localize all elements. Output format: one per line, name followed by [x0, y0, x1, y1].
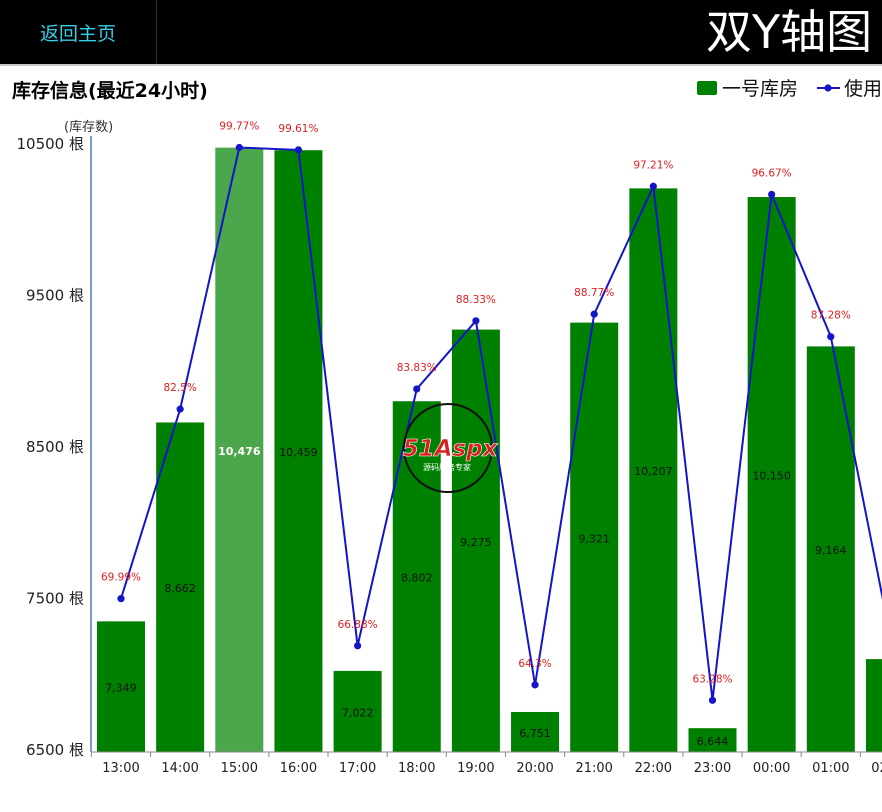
usage-point[interactable]	[294, 146, 303, 154]
legend[interactable]: 一号库房 使用	[697, 78, 882, 100]
back-home-button[interactable]: 返回主页	[0, 0, 157, 64]
top-bar: 返回主页 双Y轴图	[0, 0, 882, 64]
bar[interactable]	[511, 711, 560, 752]
y-tick-label: 6500 根	[26, 741, 84, 759]
bar-value-label: 10,476	[218, 445, 261, 458]
x-tick-label: 22:00	[635, 761, 672, 776]
usage-point[interactable]	[531, 681, 539, 689]
usage-value-label: 96.67%	[752, 167, 792, 179]
usage-point[interactable]	[235, 143, 243, 152]
usage-value-label: 99.77%	[219, 120, 259, 132]
legend-bar-label: 一号库房	[722, 78, 798, 100]
usage-value-label: 97.21%	[633, 159, 673, 171]
bar-value-label: 6,644	[697, 735, 729, 748]
y-tick-label: 8500 根	[26, 438, 84, 456]
usage-point[interactable]	[708, 696, 717, 704]
bar-value-label: 7,349	[105, 682, 137, 695]
bar[interactable]	[629, 188, 678, 752]
usage-point[interactable]	[117, 595, 125, 603]
bar-value-label: 8,802	[401, 572, 433, 585]
bar[interactable]	[570, 322, 619, 752]
x-tick-label: 02:00	[871, 761, 882, 776]
usage-point[interactable]	[472, 317, 480, 325]
usage-value-label: 87.28%	[811, 310, 851, 322]
y-tick-label: 10500 根	[17, 135, 85, 153]
bar[interactable]	[274, 150, 323, 753]
usage-value-label: 88.33%	[456, 294, 496, 306]
bar[interactable]	[451, 329, 500, 752]
bar-value-label: 8,662	[164, 582, 196, 595]
bar[interactable]	[156, 422, 205, 752]
bar[interactable]	[215, 147, 264, 753]
svg-text:51Aspx: 51Aspx	[403, 436, 499, 462]
usage-point[interactable]	[590, 310, 598, 318]
x-tick-label: 17:00	[339, 761, 376, 776]
usage-point[interactable]	[176, 405, 184, 413]
bar-value-label: 10,150	[752, 470, 791, 483]
y-axis-label: (库存数)	[64, 119, 113, 135]
y-tick-label: 9500 根	[26, 287, 84, 305]
usage-point[interactable]	[827, 333, 835, 341]
usage-value-label: 82.5%	[163, 382, 196, 394]
usage-point[interactable]	[768, 190, 776, 199]
bar-value-label: 6,751	[519, 727, 551, 740]
x-tick-label: 13:00	[102, 761, 139, 776]
x-tick-label: 20:00	[516, 761, 553, 776]
usage-value-label: 99.61%	[278, 123, 318, 135]
divider	[0, 64, 882, 66]
bar[interactable]	[333, 670, 382, 752]
bar[interactable]	[97, 621, 145, 752]
bar-value-label: 10,459	[279, 446, 318, 459]
x-tick-label: 16:00	[280, 761, 317, 776]
x-tick-label: 18:00	[398, 761, 435, 776]
bar-value-label: 9,164	[815, 544, 847, 557]
legend-line-marker	[824, 84, 832, 92]
y-tick-label: 7500 根	[26, 590, 84, 608]
chart-title: 库存信息(最近24小时)	[12, 79, 208, 102]
usage-value-label: 83.83%	[397, 362, 437, 374]
usage-value-label: 64.3%	[518, 658, 551, 670]
bar[interactable]	[865, 659, 882, 752]
svg-text:源码服务专家: 源码服务专家	[423, 462, 471, 472]
x-tick-label: 19:00	[457, 761, 494, 776]
usage-value-label: 66.88%	[338, 619, 378, 631]
usage-point[interactable]	[649, 182, 657, 190]
usage-value-label: 88.77%	[574, 287, 614, 299]
x-tick-label: 01:00	[812, 761, 849, 776]
bar-value-label: 9,275	[460, 536, 492, 549]
bar-value-label: 7,022	[342, 706, 374, 719]
bar[interactable]	[688, 728, 737, 752]
legend-bar-swatch	[697, 81, 717, 95]
legend-line-label: 使用	[844, 78, 882, 100]
bar-value-label: 10,207	[634, 465, 673, 478]
x-tick-label: 21:00	[575, 761, 612, 776]
usage-value-label: 69.99%	[101, 572, 141, 584]
usage-line	[120, 146, 882, 701]
x-tick-label: 00:00	[753, 761, 790, 776]
usage-value-label: 63.28%	[692, 673, 732, 685]
x-tick-label: 23:00	[694, 761, 731, 776]
page-title: 双Y轴图	[706, 5, 873, 59]
bar-value-label: 9,321	[578, 532, 610, 545]
bar[interactable]	[747, 197, 796, 752]
x-tick-label: 15:00	[221, 761, 258, 776]
dual-axis-chart: 库存信息(最近24小时) (库存数) 一号库房 使用 7,349 8,662 10,4…	[12, 78, 882, 776]
x-tick-label: 14:00	[161, 761, 198, 776]
usage-point[interactable]	[413, 385, 421, 393]
usage-point[interactable]	[354, 642, 362, 650]
